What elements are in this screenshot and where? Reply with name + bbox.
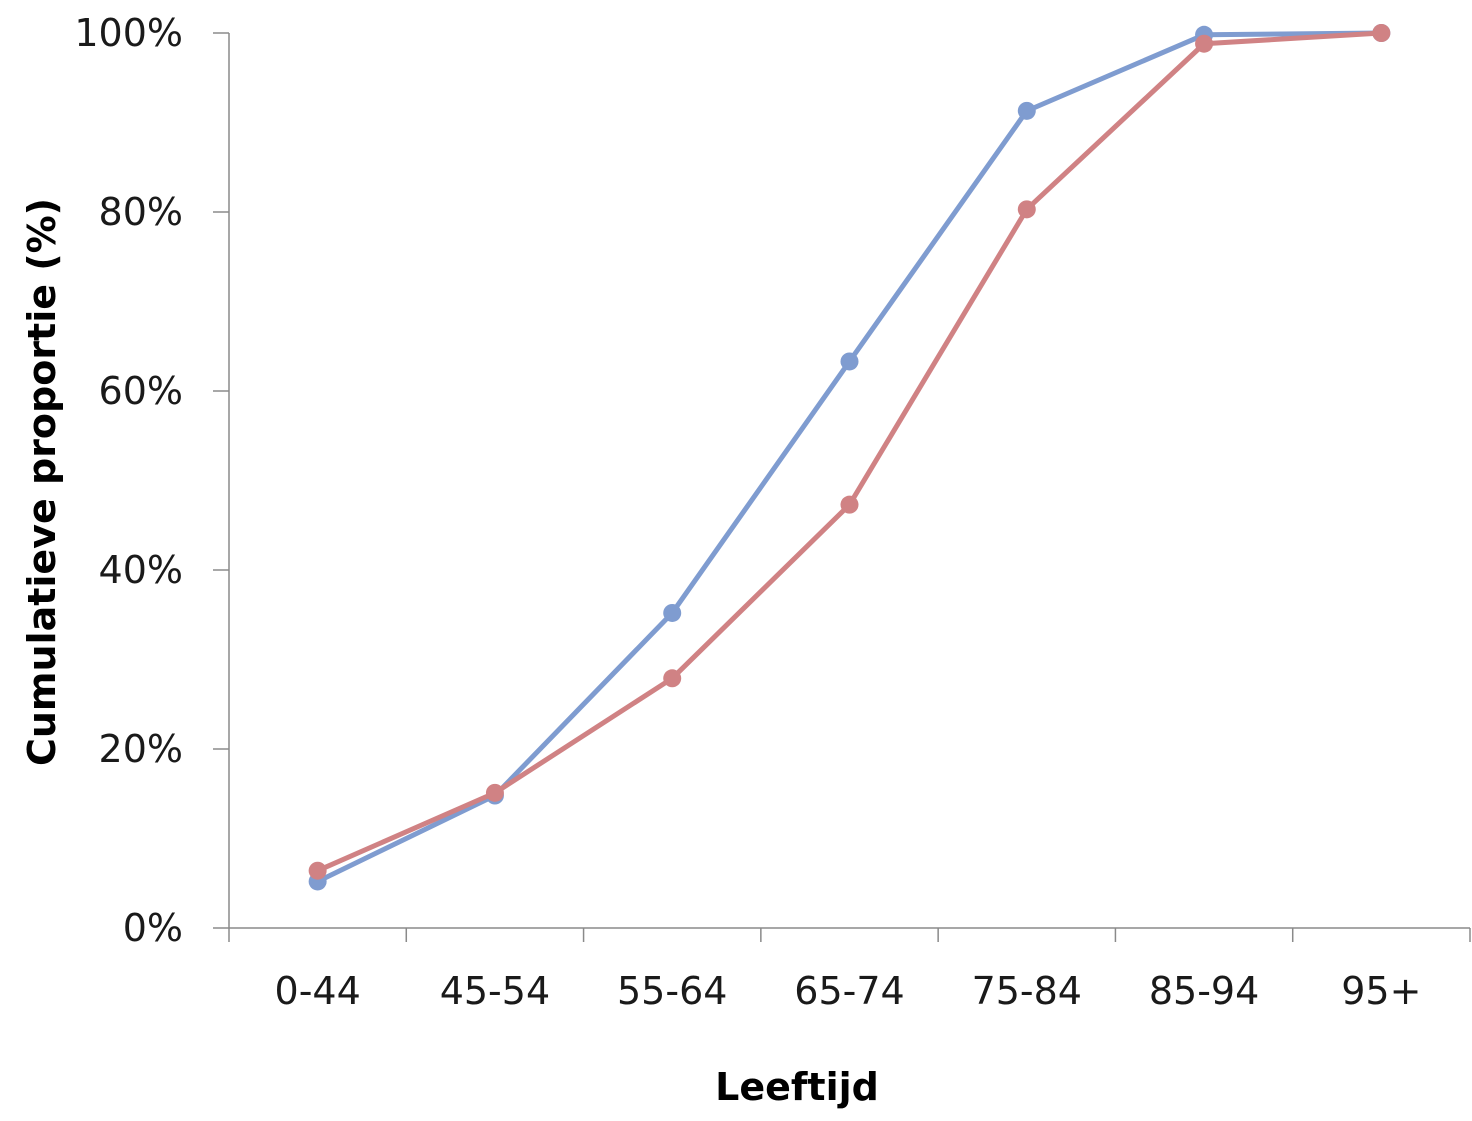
y-tick-label: 100%	[74, 11, 183, 55]
data-point	[840, 495, 859, 514]
x-axis-ticks: 0-44 45-54 55-64 65-74 75-84 85-94 95+	[228, 928, 1471, 1013]
y-tick-label: 80%	[99, 190, 183, 234]
axes	[228, 33, 1470, 929]
series-line	[316, 30, 1382, 884]
data-point	[308, 861, 327, 880]
x-tick-label: 45-54	[440, 969, 550, 1013]
x-tick-label: 65-74	[794, 969, 904, 1013]
data-point	[663, 603, 682, 622]
series-1	[308, 24, 1391, 891]
x-axis-title: Leeftijd	[715, 1065, 879, 1109]
series-layer	[308, 24, 1391, 891]
y-tick-label: 60%	[99, 369, 183, 413]
x-tick-label: 75-84	[972, 969, 1082, 1013]
series-line	[316, 30, 1382, 874]
series-2	[308, 24, 1391, 880]
x-tick-label: 95+	[1341, 969, 1421, 1013]
x-tick-label: 0-44	[275, 969, 361, 1013]
y-tick-label: 20%	[99, 727, 183, 771]
data-point	[1195, 34, 1214, 53]
data-point	[1017, 200, 1036, 219]
y-tick-label: 0%	[123, 906, 183, 950]
data-point	[663, 669, 682, 688]
y-axis-ticks: 0% 20% 40% 60% 80% 100%	[74, 11, 229, 950]
data-point	[1017, 101, 1036, 120]
data-point	[1372, 24, 1391, 42]
y-axis-title: Cumulatieve proportie (%)	[20, 198, 64, 766]
x-tick-label: 55-64	[617, 969, 727, 1013]
data-point	[485, 783, 504, 802]
x-tick-label: 85-94	[1149, 969, 1259, 1013]
data-point	[840, 352, 859, 371]
y-tick-label: 40%	[99, 548, 183, 592]
